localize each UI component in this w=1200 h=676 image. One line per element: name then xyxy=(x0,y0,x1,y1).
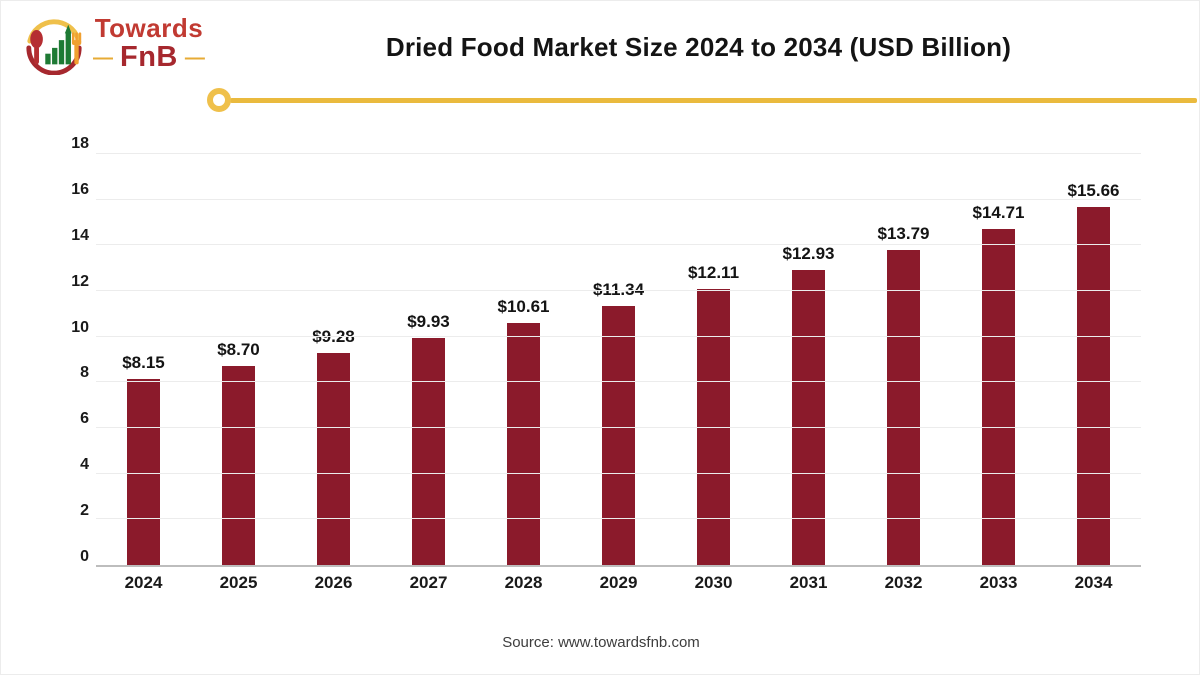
gridline xyxy=(96,244,1141,246)
bar-value-label: $9.93 xyxy=(407,312,450,332)
bar-value-label: $13.79 xyxy=(877,224,930,244)
bar xyxy=(792,269,825,565)
plot-area: $8.15 $8.70 $9.28 $9.93 $10.61 $11.34 $12.11 $1… xyxy=(96,153,1141,567)
bar-column: $10.61 xyxy=(476,154,571,565)
bar-column: $9.93 xyxy=(381,154,476,565)
bar-column: $15.66 xyxy=(1046,154,1141,565)
bar-column: $13.79 xyxy=(856,154,951,565)
y-tick-label: 8 xyxy=(80,364,89,382)
y-tick-label: 14 xyxy=(71,226,89,244)
x-axis: 2024 2025 2026 2027 2028 2029 2030 2031 2032 2033… xyxy=(96,573,1141,593)
logo-fnb-text: FnB xyxy=(120,41,178,74)
gold-divider-ring-icon xyxy=(207,88,231,112)
y-tick-label: 16 xyxy=(71,180,89,198)
bar-column: $12.93 xyxy=(761,154,856,565)
chart-title: Dried Food Market Size 2024 to 2034 (USD… xyxy=(385,32,1012,62)
towardsfnb-logo: Towards — FnB — xyxy=(23,13,205,75)
x-tick-label: 2029 xyxy=(599,573,638,592)
bar-column: $8.15 xyxy=(96,154,191,565)
x-tick-label: 2027 xyxy=(409,573,448,592)
x-tick-label: 2030 xyxy=(694,573,733,592)
y-tick-label: 6 xyxy=(80,410,89,428)
x-tick-label: 2034 xyxy=(1074,573,1113,592)
source-text: Source: www.towardsfnb.com xyxy=(502,634,700,651)
gold-divider-line xyxy=(230,98,1197,103)
bar-column: $12.11 xyxy=(666,154,761,565)
bar-value-label: $12.93 xyxy=(782,243,835,263)
bar-column: $11.34 xyxy=(571,154,666,565)
bar xyxy=(317,353,350,565)
bar-column: $14.71 xyxy=(951,154,1046,565)
y-tick-label: 10 xyxy=(71,318,89,336)
gridline xyxy=(96,153,1141,154)
x-tick-label: 2028 xyxy=(504,573,543,592)
x-tick-label: 2031 xyxy=(789,573,828,592)
towardsfnb-logo-icon xyxy=(26,19,82,75)
gridline xyxy=(96,198,1141,200)
bar xyxy=(1077,207,1110,565)
bar-value-label: $10.61 xyxy=(497,296,550,316)
bar-value-label: $15.66 xyxy=(1067,181,1120,201)
bar-value-label: $8.70 xyxy=(217,340,260,360)
y-tick-label: 18 xyxy=(71,135,89,152)
spoon-icon xyxy=(30,29,43,65)
y-tick-label: 4 xyxy=(80,456,89,474)
bar xyxy=(222,366,255,565)
bar-column: $8.70 xyxy=(191,154,286,565)
x-tick-label: 2033 xyxy=(979,573,1018,592)
logo-dash-left: — xyxy=(93,47,113,70)
bar-value-label: $8.15 xyxy=(122,352,165,372)
gridline xyxy=(96,472,1141,474)
gridline xyxy=(96,381,1141,383)
bar-value-label: $11.34 xyxy=(592,280,645,300)
gridline xyxy=(96,427,1141,429)
x-tick-label: 2026 xyxy=(314,573,353,592)
x-tick-label: 2025 xyxy=(219,573,258,592)
gridline xyxy=(96,518,1141,520)
logo-dash-right: — xyxy=(184,47,205,70)
x-tick-label: 2032 xyxy=(884,573,923,592)
y-tick-label: 2 xyxy=(80,502,89,520)
bar xyxy=(602,306,635,565)
fork-icon xyxy=(71,32,82,65)
bar-value-label: $9.28 xyxy=(312,327,355,347)
bar xyxy=(127,378,160,565)
y-axis: 0 2 4 6 8 10 12 14 16 18 xyxy=(49,135,89,567)
y-tick-label: 0 xyxy=(80,548,89,565)
logo-towards-text: Towards xyxy=(94,13,204,44)
gridline xyxy=(96,335,1141,337)
bar xyxy=(887,250,920,565)
logo-wordmark: Towards — FnB — xyxy=(93,13,205,74)
bar xyxy=(507,322,540,565)
bar xyxy=(982,229,1015,565)
bar-value-label: $12.11 xyxy=(687,262,740,282)
gridline xyxy=(96,290,1141,292)
x-tick-label: 2024 xyxy=(124,573,163,592)
bar-column: $9.28 xyxy=(286,154,381,565)
bar-value-label: $14.71 xyxy=(972,203,1025,223)
bar xyxy=(412,338,445,565)
y-tick-label: 12 xyxy=(71,272,89,290)
growth-bars-icon xyxy=(45,24,72,65)
